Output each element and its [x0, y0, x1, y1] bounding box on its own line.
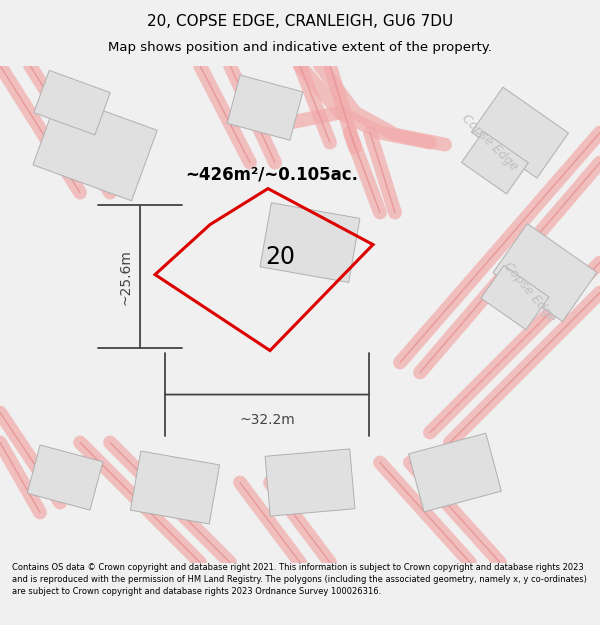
Text: Map shows position and indicative extent of the property.: Map shows position and indicative extent…: [108, 41, 492, 54]
Polygon shape: [461, 131, 529, 194]
Polygon shape: [34, 71, 110, 135]
Text: ~25.6m: ~25.6m: [118, 249, 132, 304]
Polygon shape: [493, 224, 597, 321]
Text: ~426m²/~0.105ac.: ~426m²/~0.105ac.: [185, 166, 358, 184]
Text: ~32.2m: ~32.2m: [239, 412, 295, 426]
Polygon shape: [260, 202, 360, 282]
Polygon shape: [481, 266, 549, 330]
Polygon shape: [33, 94, 157, 201]
Polygon shape: [265, 449, 355, 516]
Text: Copse Edge: Copse Edge: [459, 112, 521, 173]
Text: 20, COPSE EDGE, CRANLEIGH, GU6 7DU: 20, COPSE EDGE, CRANLEIGH, GU6 7DU: [147, 14, 453, 29]
Polygon shape: [409, 433, 502, 512]
Text: 20: 20: [265, 244, 295, 269]
Text: Contains OS data © Crown copyright and database right 2021. This information is : Contains OS data © Crown copyright and d…: [12, 562, 587, 596]
Polygon shape: [227, 75, 303, 140]
Polygon shape: [472, 87, 568, 178]
Polygon shape: [27, 445, 103, 510]
Text: Copse Edge: Copse Edge: [501, 260, 559, 325]
Polygon shape: [130, 451, 220, 524]
